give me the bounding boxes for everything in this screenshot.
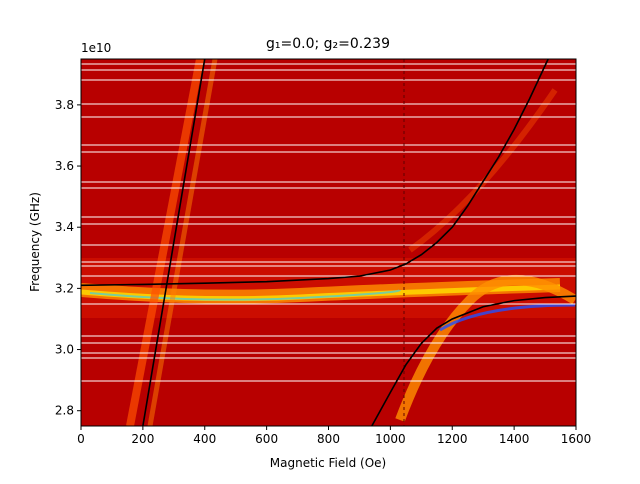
y-tick-label: 3.6 bbox=[55, 159, 74, 173]
y-tick-label: 2.8 bbox=[55, 404, 74, 418]
x-tick-label: 600 bbox=[255, 432, 278, 446]
fit-curve bbox=[81, 59, 549, 287]
y-axis-label: Frequency (GHz) bbox=[28, 192, 42, 292]
x-tick-label: 0 bbox=[77, 432, 85, 446]
x-tick-label: 400 bbox=[193, 432, 216, 446]
x-tick-label: 1400 bbox=[499, 432, 530, 446]
x-axis-label: Magnetic Field (Oe) bbox=[270, 456, 386, 470]
y-offset-label: 1e10 bbox=[81, 41, 111, 55]
chart-title: g₁=0.0; g₂=0.239 bbox=[266, 36, 390, 52]
y-tick-label: 3.2 bbox=[55, 281, 74, 295]
x-tick-label: 1000 bbox=[375, 432, 406, 446]
x-tick-label: 1200 bbox=[437, 432, 468, 446]
fit-curve bbox=[142, 59, 206, 426]
heatmap bbox=[81, 59, 576, 426]
x-tick-label: 1600 bbox=[561, 432, 592, 446]
x-tick-label: 200 bbox=[131, 432, 154, 446]
x-tick-label: 800 bbox=[317, 432, 340, 446]
y-tick-label: 3.0 bbox=[55, 343, 74, 357]
y-tick-label: 3.4 bbox=[55, 220, 74, 234]
lines bbox=[81, 59, 576, 426]
fit-curve bbox=[371, 295, 576, 426]
y-tick-label: 3.8 bbox=[55, 98, 74, 112]
